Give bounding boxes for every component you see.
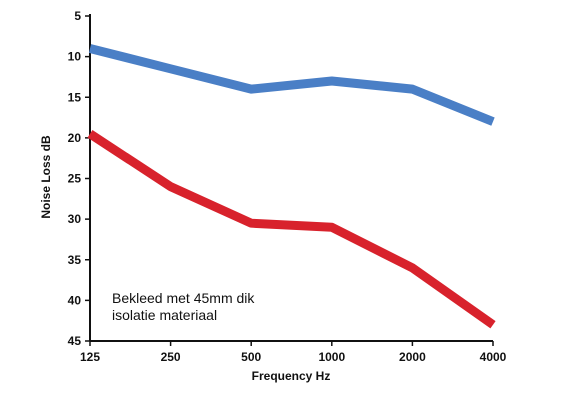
- x-tick-label: 500: [241, 350, 261, 364]
- y-tick-label: 15: [68, 90, 82, 104]
- x-tick-label: 125: [80, 350, 100, 364]
- annotation-line-1: Bekleed met 45mm dik: [112, 290, 255, 306]
- y-axis-title: Noise Loss dB: [39, 135, 53, 219]
- x-axis-title: Frequency Hz: [252, 369, 331, 383]
- x-tick-label: 250: [161, 350, 181, 364]
- y-tick-label: 45: [68, 334, 82, 348]
- y-tick-label: 30: [68, 212, 82, 226]
- x-tick-label: 2000: [399, 350, 426, 364]
- annotation-line-2: isolatie materiaal: [112, 307, 217, 323]
- y-tick-label: 20: [68, 131, 82, 145]
- x-tick-label: 1000: [318, 350, 345, 364]
- y-tick-label: 35: [68, 253, 82, 267]
- y-tick-label: 40: [68, 293, 82, 307]
- series-layer: [87, 44, 496, 329]
- x-axis-ticks: 125 250 500 1000 2000 4000: [80, 341, 507, 364]
- y-tick-label: 5: [74, 9, 81, 23]
- y-tick-label: 25: [68, 172, 82, 186]
- y-tick-label: 10: [68, 50, 82, 64]
- chart-axes: [89, 14, 493, 342]
- series-line-2: [87, 130, 496, 329]
- y-axis-ticks: 5 10 15 20 25 30 35 40 45: [68, 9, 90, 348]
- x-tick-label: 4000: [480, 350, 507, 364]
- series-line-1: [88, 44, 495, 126]
